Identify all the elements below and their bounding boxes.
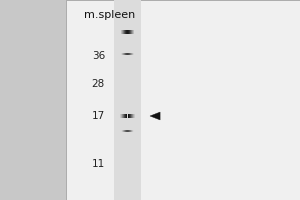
Text: 36: 36 <box>92 51 105 61</box>
Bar <box>114 0 141 200</box>
Text: 11: 11 <box>92 159 105 169</box>
Text: m.spleen: m.spleen <box>84 10 135 20</box>
Text: 17: 17 <box>92 111 105 121</box>
Text: 28: 28 <box>92 79 105 89</box>
Bar <box>66 0 300 200</box>
Polygon shape <box>150 112 160 120</box>
